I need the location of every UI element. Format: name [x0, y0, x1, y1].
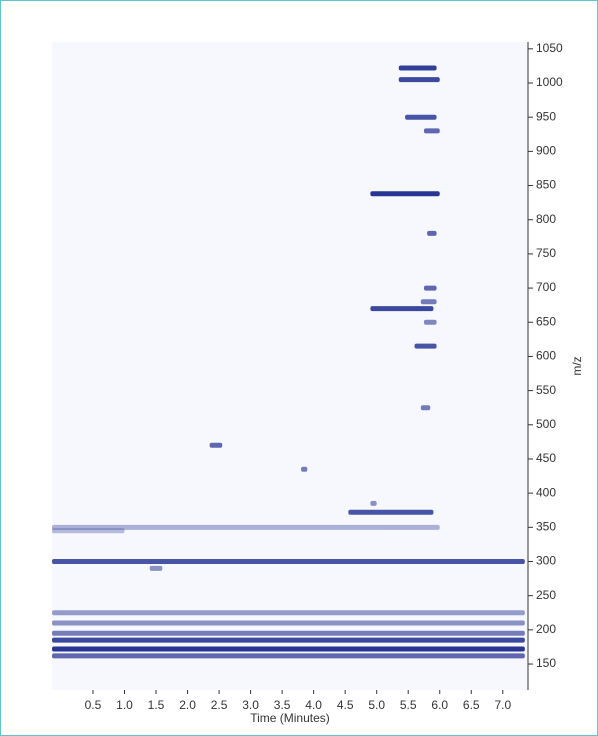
y-tick-label: 500: [536, 417, 556, 431]
x-tick-label: 3.5: [274, 698, 291, 712]
x-tick-label: 2.0: [179, 698, 196, 712]
y-tick-label: 250: [536, 588, 556, 602]
x-tick-label: 1.5: [148, 698, 165, 712]
feature-streak: [398, 77, 440, 83]
x-tick-label: 4.5: [337, 698, 354, 712]
feature-streak: [427, 230, 437, 236]
y-tick-label: 800: [536, 212, 556, 226]
feature-streak: [370, 500, 377, 506]
feature-streak: [52, 646, 525, 652]
x-tick-label: 0.5: [85, 698, 102, 712]
x-axis-label: Time (Minutes): [250, 711, 330, 725]
feature-streak: [405, 114, 437, 120]
feature-streak: [52, 630, 525, 636]
x-tick-label: 6.0: [431, 698, 448, 712]
y-tick-label: 650: [536, 314, 556, 328]
x-tick-label: 6.5: [463, 698, 480, 712]
y-tick-label: 600: [536, 349, 556, 363]
feature-streak: [52, 653, 525, 659]
y-tick-label: 900: [536, 144, 556, 158]
feature-streak: [52, 637, 525, 643]
feature-streak: [423, 319, 437, 325]
y-tick-label: 950: [536, 109, 556, 123]
y-tick-label: 700: [536, 280, 556, 294]
feature-streak: [370, 306, 434, 312]
feature-streak: [301, 466, 308, 472]
y-tick-label: 450: [536, 451, 556, 465]
feature-streak: [209, 442, 223, 448]
plot-area: [52, 42, 528, 690]
feature-streak: [149, 565, 163, 571]
y-tick-label: 200: [536, 622, 556, 636]
x-tick-label: 2.5: [211, 698, 228, 712]
feature-streak: [414, 343, 437, 349]
x-tick-label: 5.5: [400, 698, 417, 712]
feature-streak: [52, 610, 525, 616]
y-tick-label: 850: [536, 178, 556, 192]
feature-streak: [52, 558, 525, 564]
y-tick-label: 150: [536, 656, 556, 670]
x-tick-label: 5.0: [368, 698, 385, 712]
y-tick-label: 550: [536, 383, 556, 397]
y-tick-label: 300: [536, 554, 556, 568]
feature-streak: [398, 65, 437, 71]
feature-streak: [52, 620, 525, 626]
feature-streak: [420, 299, 437, 305]
feature-streak: [348, 509, 434, 515]
feature-streak: [420, 405, 431, 411]
feature-streak: [423, 285, 437, 291]
y-tick-label: 1000: [536, 75, 563, 89]
y-tick-label: 400: [536, 485, 556, 499]
x-tick-label: 4.0: [305, 698, 322, 712]
x-tick-label: 7.0: [494, 698, 511, 712]
y-tick-label: 350: [536, 519, 556, 533]
feature-streak: [52, 524, 440, 530]
feature-streak: [52, 528, 125, 534]
x-tick-label: 3.0: [242, 698, 259, 712]
y-tick-label: 750: [536, 246, 556, 260]
x-tick-label: 1.0: [116, 698, 133, 712]
feature-streak: [370, 191, 440, 197]
y-axis-label: m/z: [570, 356, 584, 375]
y-tick-label: 1050: [536, 41, 563, 55]
feature-streak: [423, 128, 440, 134]
